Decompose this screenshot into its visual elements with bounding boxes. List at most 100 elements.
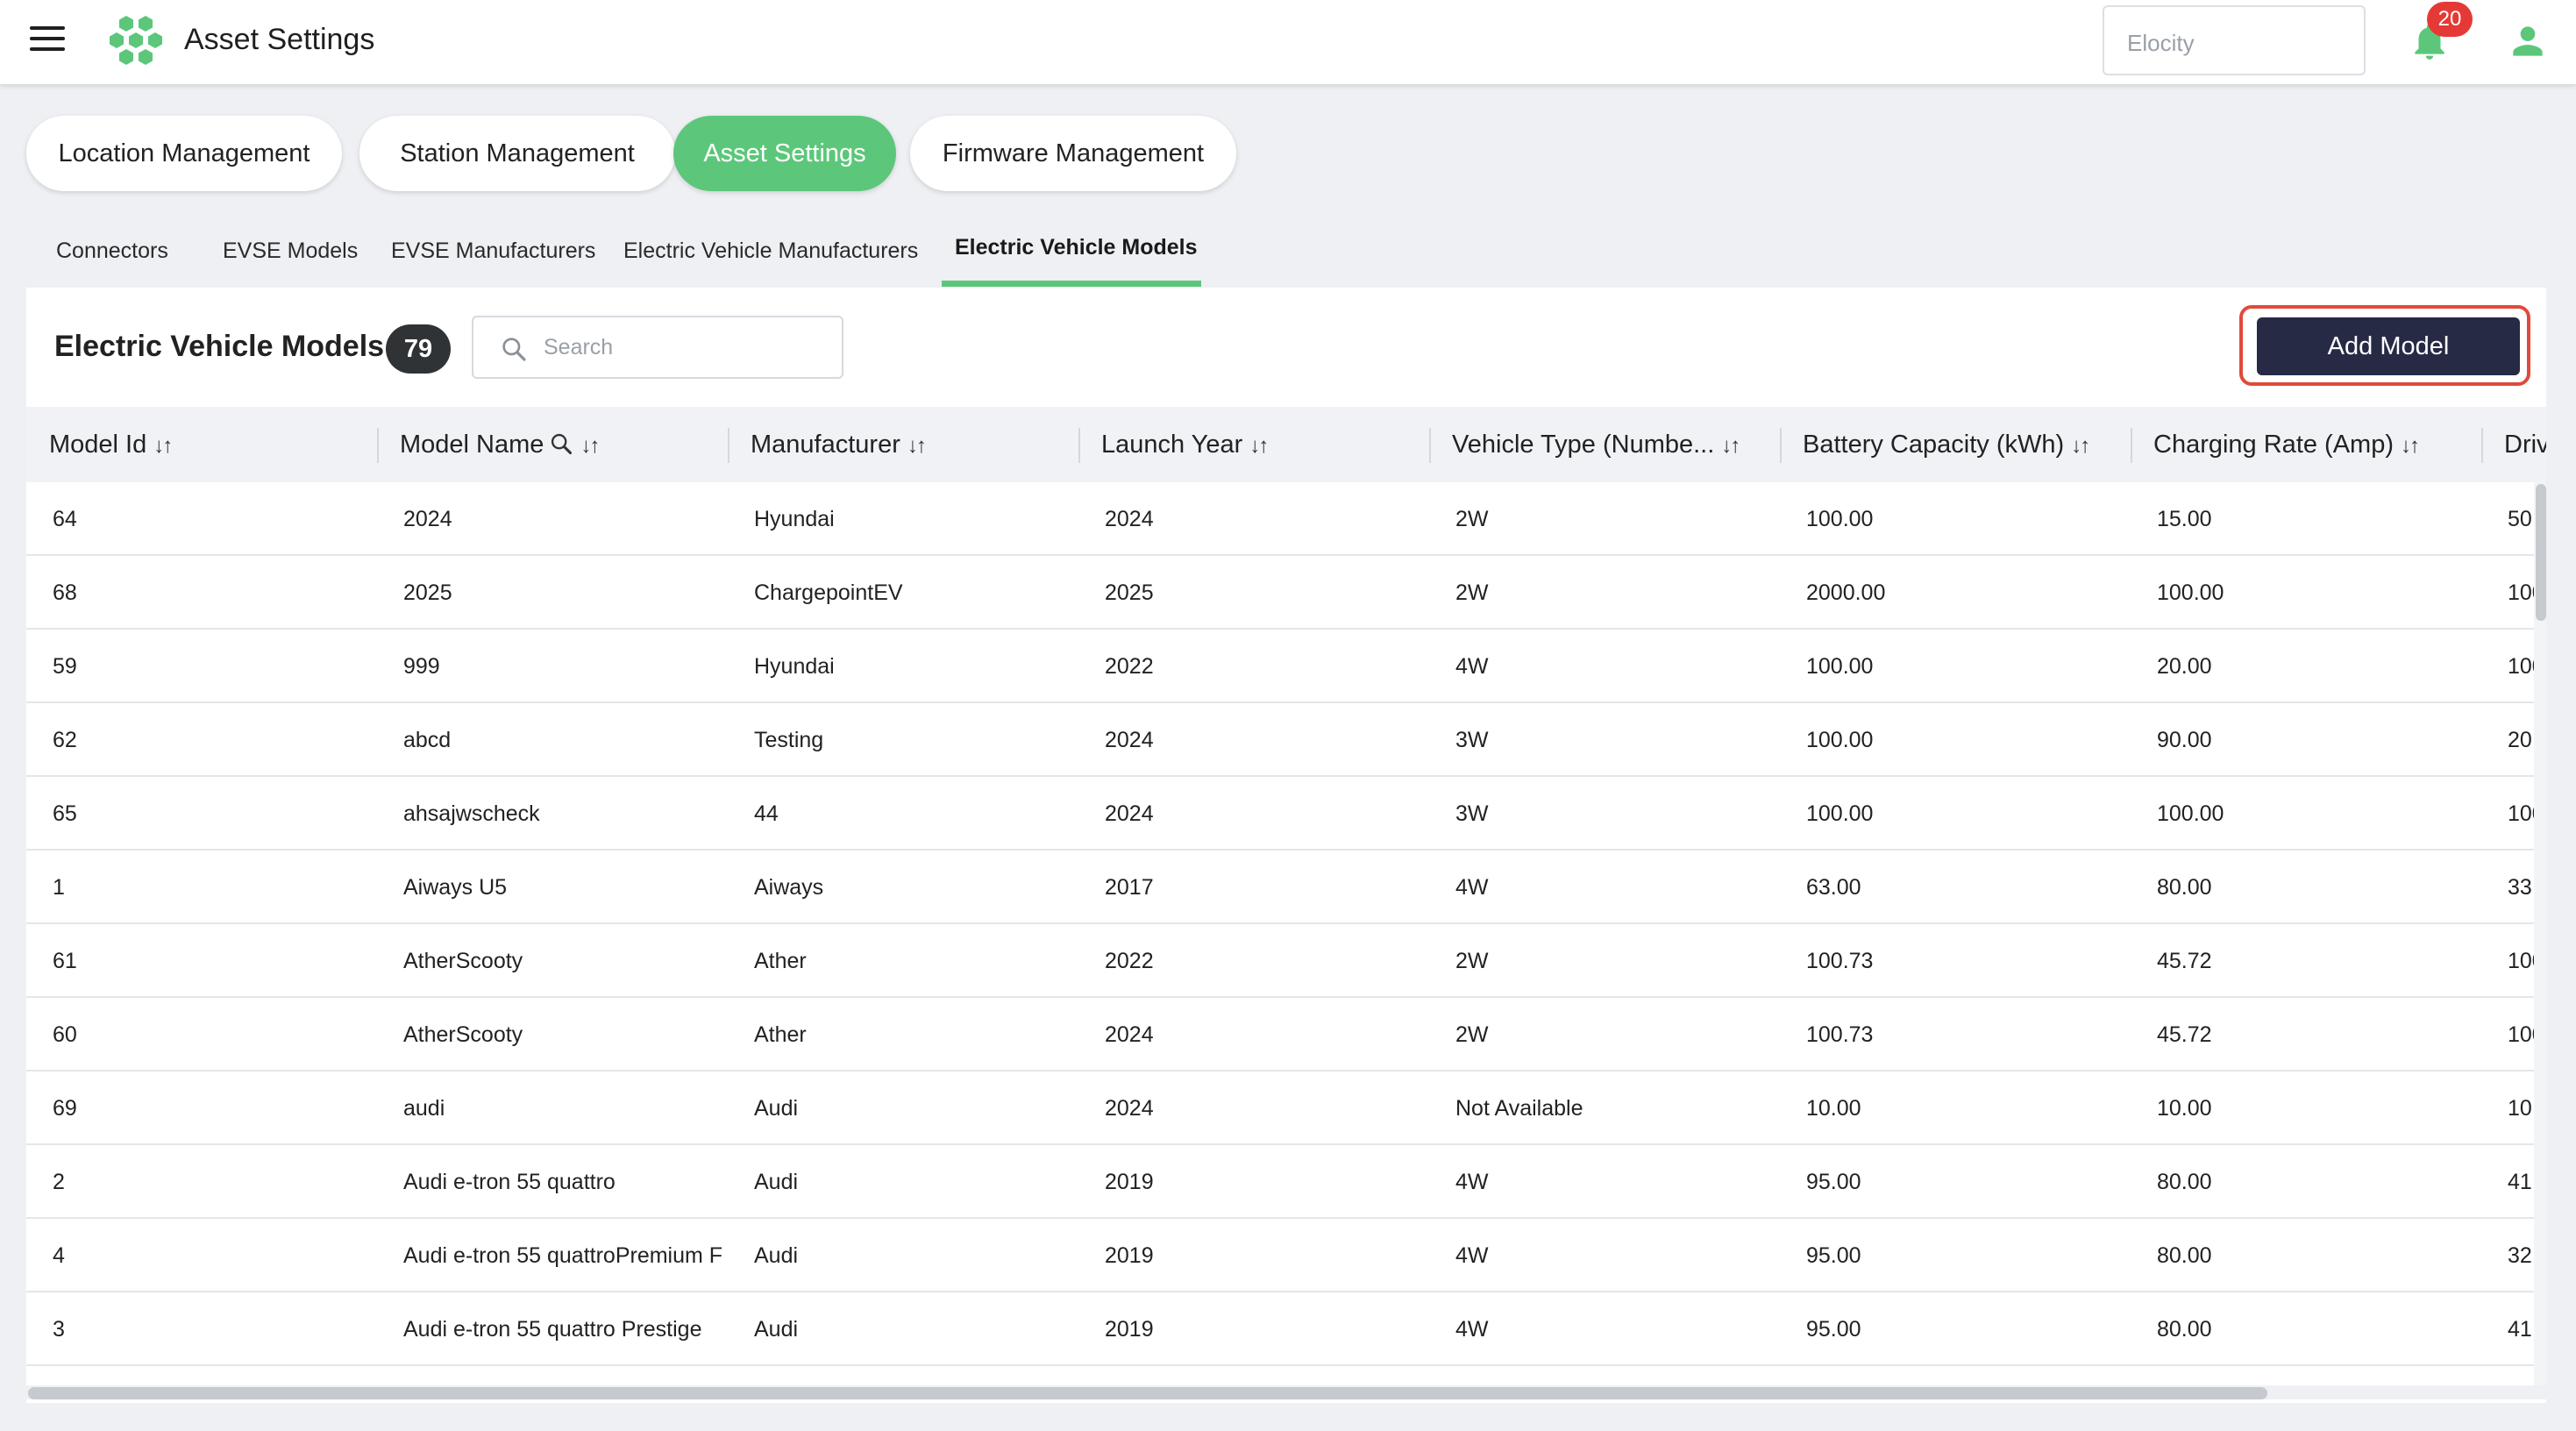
table-row[interactable]: 62 abcd Testing 2024 3W 100.00 90.00 20 <box>26 703 2546 777</box>
cell-charging-rate: 80.00 <box>2157 1243 2212 1268</box>
table-row[interactable]: 60 AtherScooty Ather 2024 2W 100.73 45.7… <box>26 998 2546 1071</box>
table-row[interactable]: 65 ahsajwscheck 44 2024 3W 100.00 100.00… <box>26 777 2546 851</box>
cell-manufacturer: Hyundai <box>754 654 835 679</box>
cell-model-name: ahsajwscheck <box>403 801 540 826</box>
cell-driving-range: 100 <box>2508 1022 2534 1047</box>
sort-arrows-icon[interactable]: ↓↑ <box>153 434 173 458</box>
cell-battery-capacity: 100.73 <box>1806 1022 1874 1047</box>
cell-charging-rate: 80.00 <box>2157 1170 2212 1194</box>
tab-asset-settings[interactable]: Asset Settings <box>673 116 896 191</box>
column-header-vehicle-type[interactable]: Vehicle Type (Numbe... ↓↑ <box>1452 431 1740 459</box>
horizontal-scrollbar-thumb[interactable] <box>28 1387 2267 1399</box>
cell-charging-rate: 100.00 <box>2157 580 2224 605</box>
cell-model-name: audi <box>403 1096 445 1121</box>
sort-arrows-icon[interactable]: ↓↑ <box>1721 434 1740 458</box>
table-row[interactable]: 4 Audi e-tron 55 quattroPremium F Audi 2… <box>26 1219 2546 1292</box>
vertical-scrollbar-track[interactable] <box>2534 481 2546 1389</box>
cell-charging-rate: 45.72 <box>2157 1022 2212 1047</box>
cell-vehicle-type: 3W <box>1455 728 1489 752</box>
cell-model-id: 68 <box>53 580 77 605</box>
add-model-highlight <box>2239 305 2530 386</box>
table-row[interactable]: 68 2025 ChargepointEV 2025 2W 2000.00 10… <box>26 556 2546 630</box>
cell-launch-year: 2024 <box>1105 801 1154 826</box>
table-row[interactable]: 69 audi Audi 2024 Not Available 10.00 10… <box>26 1071 2546 1145</box>
cell-launch-year: 2019 <box>1105 1317 1154 1342</box>
cell-model-name: Audi e-tron 55 quattroPremium F <box>403 1243 723 1268</box>
cell-battery-capacity: 95.00 <box>1806 1317 1861 1342</box>
search-icon <box>502 338 526 361</box>
table-row[interactable]: 3 Audi e-tron 55 quattro Prestige Audi 2… <box>26 1292 2546 1366</box>
subtab-connectors[interactable]: Connectors <box>56 238 168 263</box>
table-header: Model Id ↓↑ Model Name ↓↑ Manufacturer ↓↑ L… <box>26 407 2546 482</box>
search-input[interactable] <box>544 319 824 375</box>
cell-model-id: 69 <box>53 1096 77 1121</box>
column-header-charging-rate[interactable]: Charging Rate (Amp) ↓↑ <box>2153 431 2420 459</box>
column-header-launch-year[interactable]: Launch Year ↓↑ <box>1101 431 1269 459</box>
tab-firmware-management[interactable]: Firmware Management <box>910 116 1236 191</box>
column-header-model-name[interactable]: Model Name ↓↑ <box>400 431 600 459</box>
cell-battery-capacity: 100.00 <box>1806 728 1874 752</box>
organization-select[interactable]: Elocity <box>2103 5 2366 75</box>
column-header-battery-capacity[interactable]: Battery Capacity (kWh) ↓↑ <box>1803 431 2090 459</box>
cell-vehicle-type: 3W <box>1455 801 1489 826</box>
cell-model-id: 65 <box>53 801 77 826</box>
vertical-scrollbar-thumb[interactable] <box>2536 484 2546 621</box>
search-icon[interactable] <box>549 431 573 456</box>
models-count-badge: 79 <box>386 324 451 374</box>
notification-count-badge: 20 <box>2427 2 2473 37</box>
subtab-evse-manufacturers[interactable]: EVSE Manufacturers <box>391 238 596 263</box>
table-row[interactable]: 1 Aiways U5 Aiways 2017 4W 63.00 80.00 3… <box>26 851 2546 924</box>
cell-charging-rate: 20.00 <box>2157 654 2212 679</box>
cell-driving-range: 20 <box>2508 728 2532 752</box>
cell-vehicle-type: 4W <box>1455 654 1489 679</box>
cell-driving-range: 100 <box>2508 949 2534 973</box>
cell-charging-rate: 45.72 <box>2157 949 2212 973</box>
cell-model-name: 2024 <box>403 507 452 531</box>
tab-location-management[interactable]: Location Management <box>26 116 342 191</box>
cell-model-name: AtherScooty <box>403 1022 523 1047</box>
cell-launch-year: 2024 <box>1105 507 1154 531</box>
sort-arrows-icon[interactable]: ↓↑ <box>580 434 600 458</box>
sort-arrows-icon[interactable]: ↓↑ <box>2071 434 2090 458</box>
cell-launch-year: 2024 <box>1105 728 1154 752</box>
column-header-manufacturer[interactable]: Manufacturer ↓↑ <box>751 431 927 459</box>
app-title: Asset Settings <box>184 23 375 56</box>
cell-launch-year: 2019 <box>1105 1170 1154 1194</box>
cell-vehicle-type: 2W <box>1455 507 1489 531</box>
tab-station-management[interactable]: Station Management <box>359 116 675 191</box>
table-row[interactable]: 61 AtherScooty Ather 2022 2W 100.73 45.7… <box>26 924 2546 998</box>
cell-model-id: 61 <box>53 949 77 973</box>
column-header-model-id[interactable]: Model Id ↓↑ <box>49 431 173 459</box>
cell-model-id: 3 <box>53 1317 65 1342</box>
add-model-button[interactable]: Add Model <box>2257 317 2520 375</box>
cell-manufacturer: ChargepointEV <box>754 580 903 605</box>
cell-battery-capacity: 95.00 <box>1806 1170 1861 1194</box>
sort-arrows-icon[interactable]: ↓↑ <box>2401 434 2420 458</box>
cell-manufacturer: Hyundai <box>754 507 835 531</box>
subtab-ev-manufacturers[interactable]: Electric Vehicle Manufacturers <box>623 238 919 263</box>
menu-icon[interactable] <box>30 26 65 58</box>
cell-manufacturer: Testing <box>754 728 824 752</box>
cell-vehicle-type: 2W <box>1455 1022 1489 1047</box>
search-box <box>472 316 843 379</box>
cell-manufacturer: Audi <box>754 1170 799 1194</box>
table-row[interactable]: 64 2024 Hyundai 2024 2W 100.00 15.00 50 <box>26 482 2546 556</box>
subtab-ev-models[interactable]: Electric Vehicle Models <box>955 235 1198 260</box>
cell-model-name: Aiways U5 <box>403 875 508 900</box>
active-subtab-indicator <box>942 281 1201 287</box>
cell-manufacturer: Ather <box>754 949 807 973</box>
cell-launch-year: 2022 <box>1105 949 1154 973</box>
table-row[interactable]: 59 999 Hyundai 2022 4W 100.00 20.00 100 <box>26 630 2546 703</box>
cell-manufacturer: Ather <box>754 1022 807 1047</box>
table-row[interactable]: 2 Audi e-tron 55 quattro Audi 2019 4W 95… <box>26 1145 2546 1219</box>
cell-charging-rate: 80.00 <box>2157 875 2212 900</box>
subtab-evse-models[interactable]: EVSE Models <box>223 238 359 263</box>
user-icon[interactable] <box>2506 19 2550 63</box>
cell-model-id: 59 <box>53 654 77 679</box>
sort-arrows-icon[interactable]: ↓↑ <box>907 434 927 458</box>
column-header-driving-range[interactable]: Driv <box>2504 431 2546 459</box>
cell-launch-year: 2024 <box>1105 1022 1154 1047</box>
ev-models-card: Electric Vehicle Models 79 Add Model Mod… <box>26 288 2546 1403</box>
sort-arrows-icon[interactable]: ↓↑ <box>1249 434 1269 458</box>
cell-launch-year: 2017 <box>1105 875 1154 900</box>
